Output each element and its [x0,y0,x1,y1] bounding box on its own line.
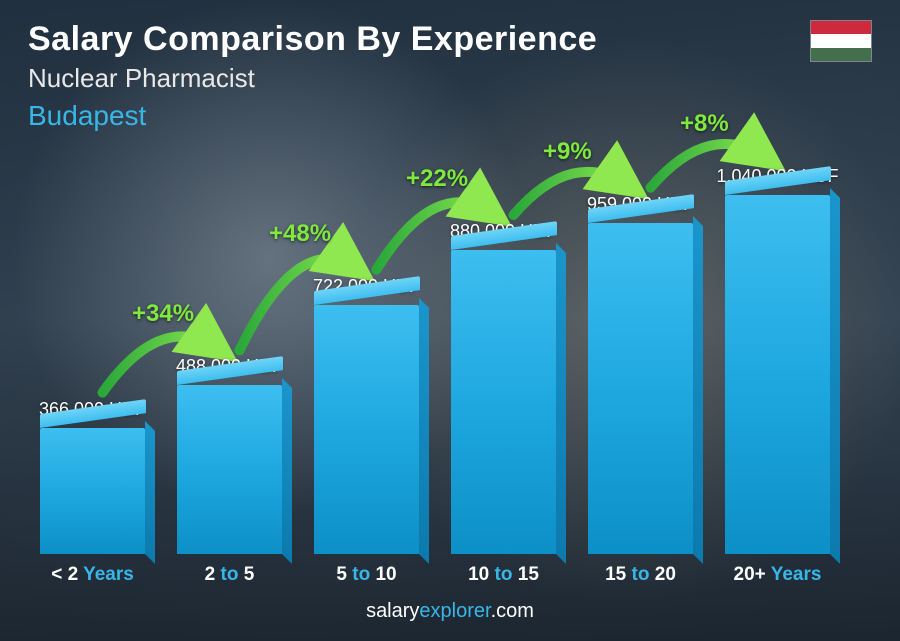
category-label: 2 to 5 [205,564,255,586]
bar [725,195,831,554]
category-label: 15 to 20 [605,564,676,586]
bar-group: 366,000 HUF< 2 Years [28,142,157,586]
bar-group: 722,000 HUF5 to 10 [302,142,431,586]
flag-stripe [811,48,871,61]
chart-subtitle: Nuclear Pharmacist [28,63,872,94]
flag-hungary-icon [810,20,872,62]
footer-attribution: salaryexplorer.com [28,600,872,623]
bar-group: 1,040,000 HUF20+ Years [713,142,842,586]
bar [314,305,420,554]
footer-prefix: salary [366,600,419,622]
category-label: 5 to 10 [336,564,396,586]
footer-suffix: explorer [419,600,490,622]
bar-group: 488,000 HUF2 to 5 [165,142,294,586]
category-label: < 2 Years [51,564,134,586]
chart-container: Salary Comparison By Experience Nuclear … [0,0,900,641]
bar [451,250,557,554]
bars-row: 366,000 HUF< 2 Years488,000 HUF2 to 5722… [28,142,842,586]
bar [40,428,146,554]
bar [177,385,283,554]
category-label: 20+ Years [734,564,822,586]
header: Salary Comparison By Experience Nuclear … [28,20,872,132]
chart-location: Budapest [28,100,872,132]
flag-stripe [811,21,871,34]
chart-area: Average Monthly Salary 366,000 HUF< 2 Ye… [28,142,872,586]
bar [588,223,694,554]
category-label: 10 to 15 [468,564,539,586]
chart-title: Salary Comparison By Experience [28,20,872,59]
flag-stripe [811,34,871,47]
bar-group: 880,000 HUF10 to 15 [439,142,568,586]
footer-domain: .com [491,600,534,622]
bar-group: 959,000 HUF15 to 20 [576,142,705,586]
